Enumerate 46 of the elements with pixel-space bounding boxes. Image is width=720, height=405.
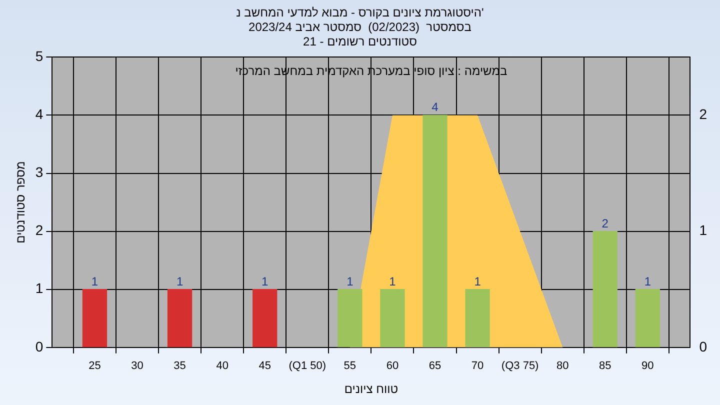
y-tick-label: 3 <box>35 164 44 180</box>
data-label: 1 <box>262 274 269 288</box>
data-label: 1 <box>389 274 396 288</box>
bar <box>380 289 405 348</box>
x-tick-label: 65 <box>428 360 442 372</box>
bar <box>422 114 448 348</box>
x-tick-label: 30 <box>131 360 144 372</box>
bar <box>635 289 660 348</box>
x-tick-label: 80 <box>556 360 569 372</box>
data-label: 1 <box>176 274 184 288</box>
data-label: 1 <box>474 274 482 288</box>
y-axis-title: מספר סטודנטים <box>14 161 28 244</box>
bar <box>252 289 278 348</box>
y-tick-label: 1 <box>35 280 44 296</box>
x-tick-label: 90 <box>642 360 654 372</box>
x-tick-label: 85 <box>599 360 612 372</box>
y2-tick-label: 2 <box>699 106 708 122</box>
y2-tick-label: 1 <box>699 222 708 238</box>
x-tick-label: 70 <box>471 360 484 372</box>
x-tick-label: 35 <box>174 360 186 372</box>
x-tick-label: 55 <box>344 360 356 372</box>
x-tick-label: 60 <box>386 360 399 372</box>
bar <box>167 289 192 348</box>
data-label: 2 <box>602 216 609 230</box>
y-tick-label: 0 <box>35 338 44 354</box>
y-tick-label: 2 <box>35 222 44 238</box>
y2-tick-label: 0 <box>699 338 708 354</box>
bar <box>465 289 490 348</box>
bar <box>82 289 108 348</box>
x-tick-label: 25 <box>88 360 101 372</box>
x-tick-label: 45 <box>258 360 271 372</box>
bar <box>338 289 362 348</box>
x-tick-label: 40 <box>216 360 228 372</box>
x-axis-title: טווח ציונים <box>344 382 398 396</box>
y-tick-label: 4 <box>35 106 44 122</box>
y-tick-label: 5 <box>35 48 44 64</box>
data-label: 1 <box>346 274 354 288</box>
data-label: 1 <box>91 274 98 288</box>
x-tick-label: (Q3 75) <box>501 360 539 372</box>
x-tick-label: (Q1 50) <box>288 360 326 372</box>
bar <box>592 230 618 348</box>
text: סטודנטים רשומים - 21 <box>303 34 417 48</box>
text: היסטוגרמת ציונים בקורס - מבוא למדעי המחשב נ' <box>236 6 484 20</box>
text: בסמסטר (02/2023) סמסטר אביב 2023/24 <box>248 20 472 34</box>
data-label: 4 <box>432 100 439 114</box>
data-label: 1 <box>644 274 652 288</box>
